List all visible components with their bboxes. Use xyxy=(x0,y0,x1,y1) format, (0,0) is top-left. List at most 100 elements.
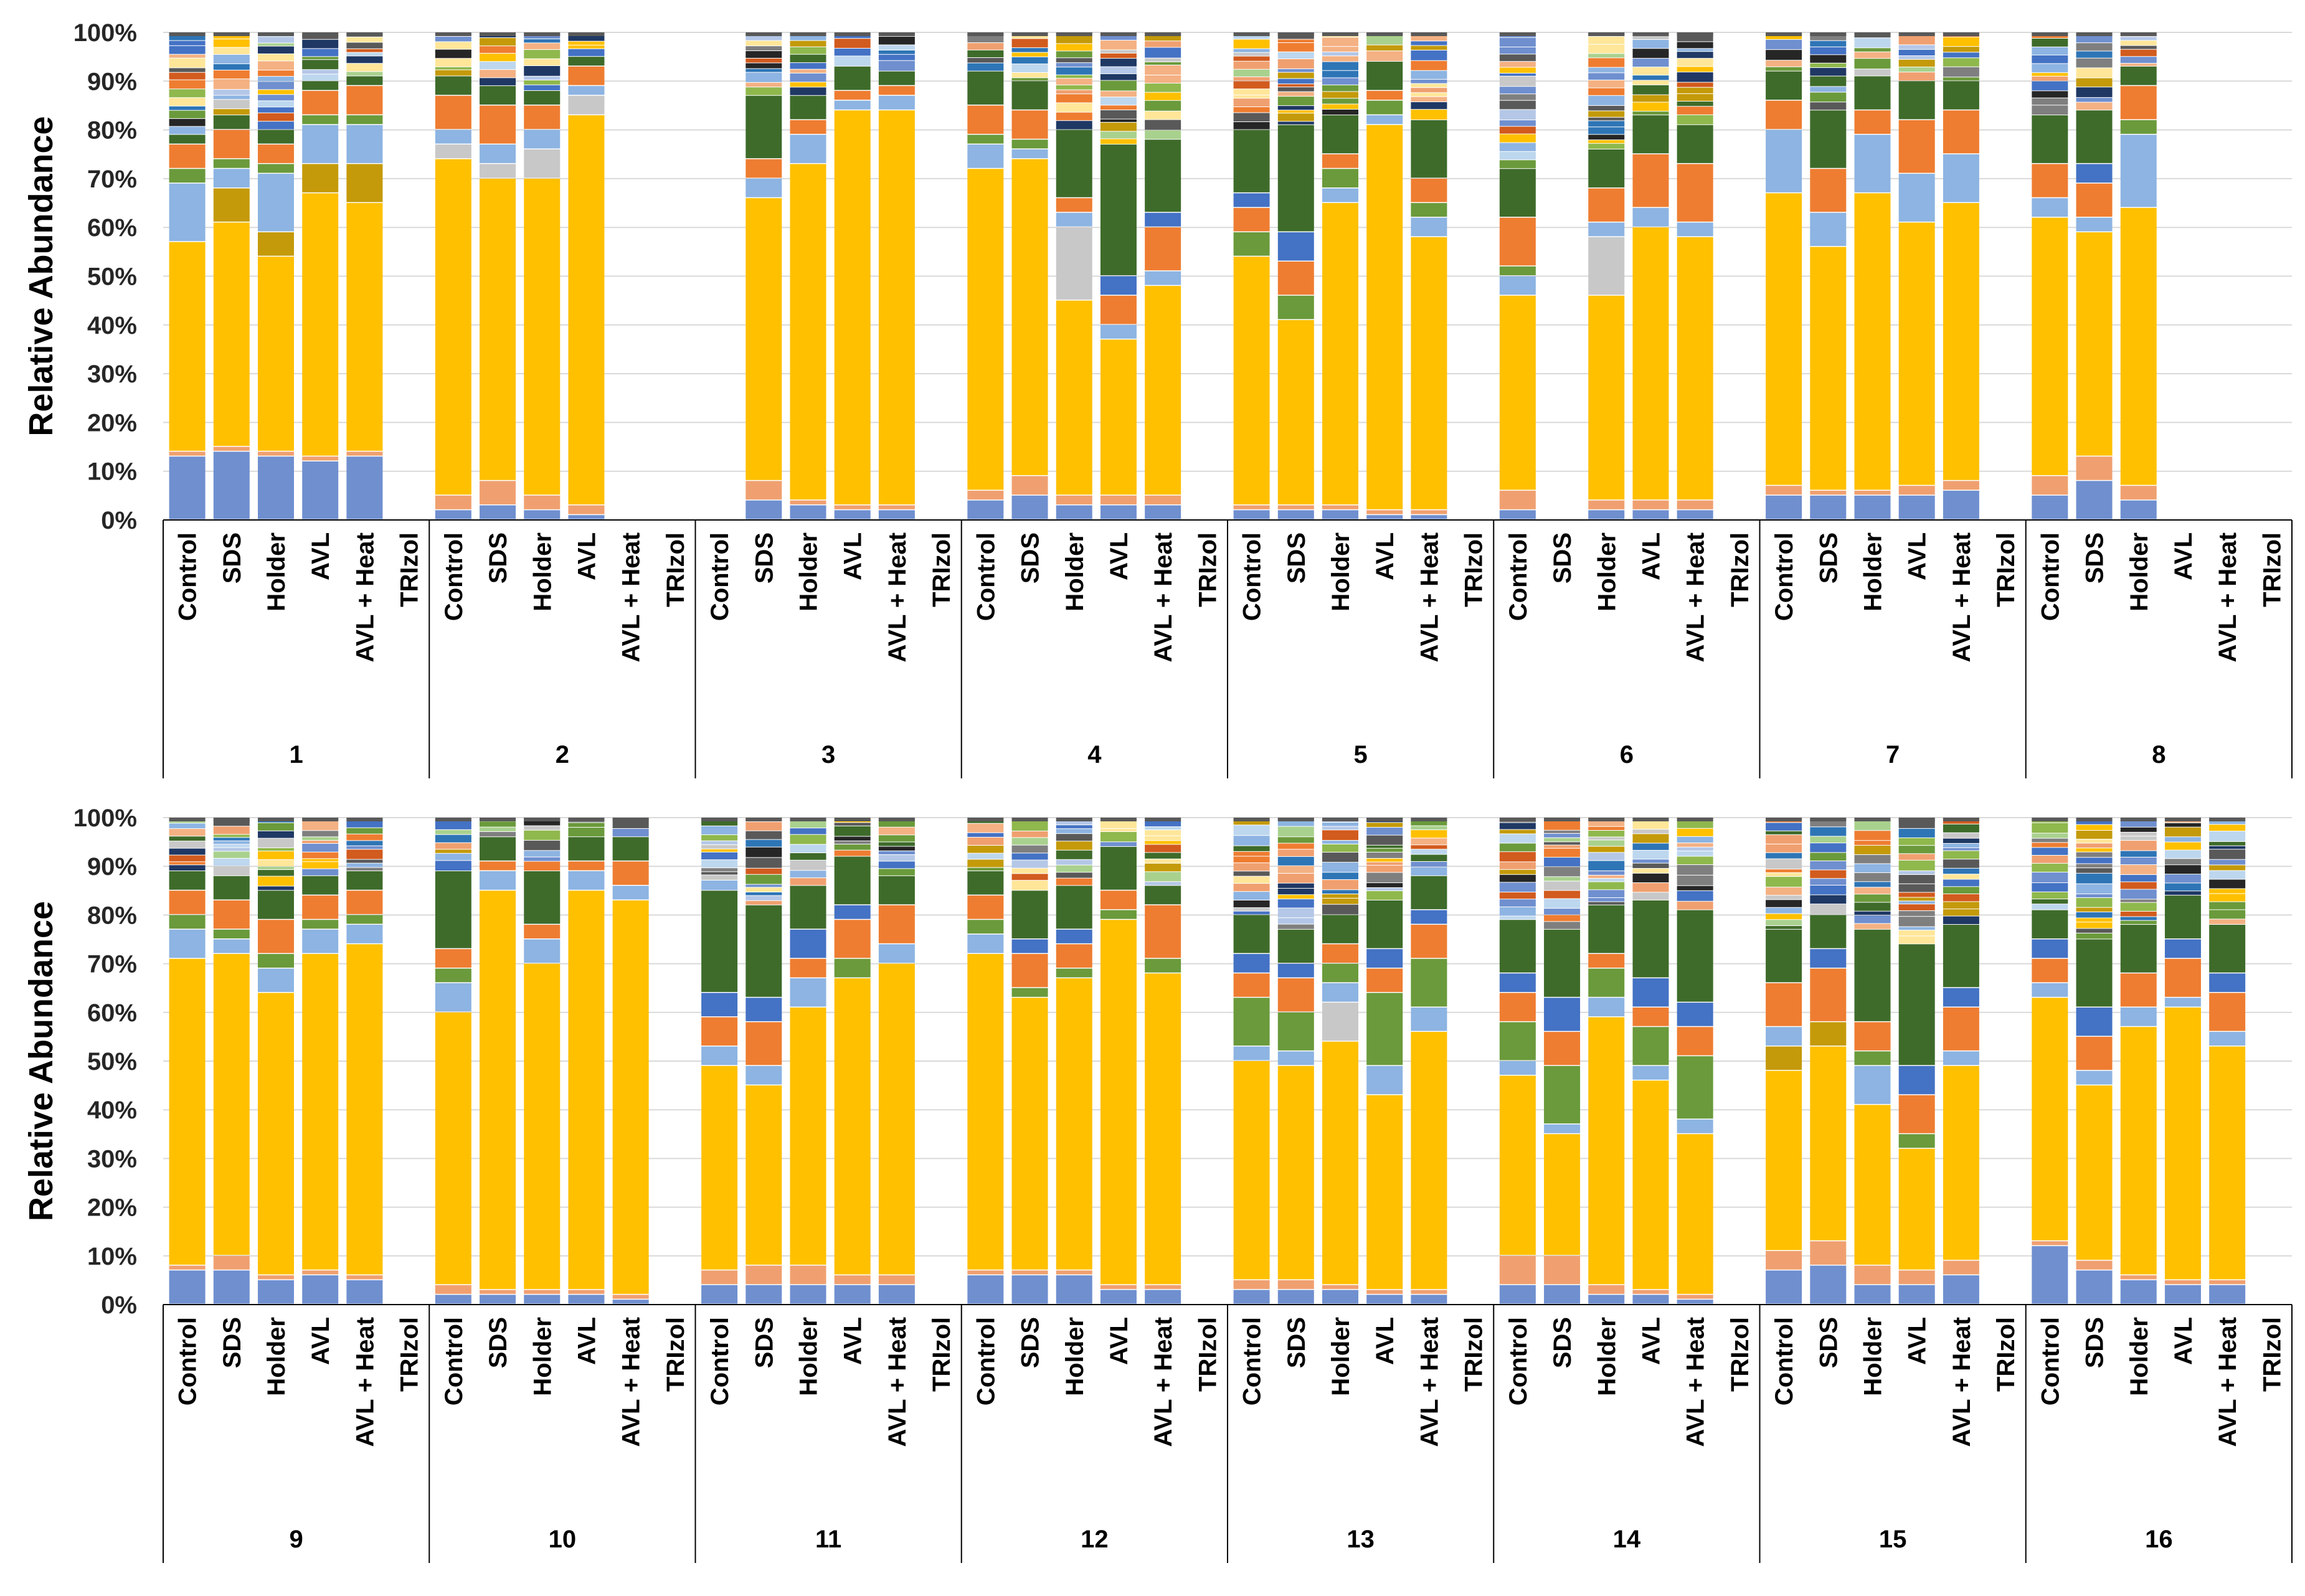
bar-segment-minor xyxy=(1766,914,1802,920)
bar-segment-lightblue xyxy=(2120,135,2157,207)
bar-segment-minor xyxy=(1943,887,1979,894)
bar-segment-minor xyxy=(1943,868,1979,874)
bar-segment-blue xyxy=(2209,1285,2246,1304)
bar-segment-lightblue xyxy=(213,939,250,953)
bar-segment-minor xyxy=(878,54,915,60)
bar-segment-minor xyxy=(1277,821,1314,826)
bar-segment-minor xyxy=(1588,143,1625,149)
bar-segment-minor xyxy=(2076,87,2113,98)
bar-segment-top xyxy=(1499,818,1536,821)
bar-segment-salmon xyxy=(346,1275,383,1280)
bar-segment-minor xyxy=(1366,848,1403,852)
bar-segment-lightblue xyxy=(2076,1070,2113,1085)
bar-segment-minor xyxy=(1011,845,1048,853)
bar-segment-minor xyxy=(1766,920,1802,926)
bar-segment-blue xyxy=(169,1270,206,1304)
bar-segment-minor xyxy=(1632,39,1669,49)
bar-segment-minor xyxy=(1632,859,1669,863)
category-label: TRIzol xyxy=(662,1317,689,1392)
bar-segment-minor xyxy=(1056,67,1092,75)
bar-segment-salmon xyxy=(1277,505,1314,509)
bar-segment-lightblue xyxy=(568,871,605,890)
bar-segment-darkgreen xyxy=(967,871,1004,895)
bar-segment-darkgreen xyxy=(1677,125,1713,163)
bar-segment-minor xyxy=(1898,59,1935,67)
bar-segment-minor xyxy=(1766,926,1802,929)
bar-segment-minor xyxy=(1854,59,1891,69)
bar-segment-minor xyxy=(524,830,561,840)
bar-segment-minor xyxy=(1011,78,1048,81)
bar-segment-yellow xyxy=(1011,998,1048,1270)
bar-segment-minor xyxy=(435,59,471,67)
bar-segment-salmon xyxy=(1854,1265,1891,1285)
bar-segment-darkgreen xyxy=(435,871,471,948)
bar-segment-orange xyxy=(435,95,471,130)
bar-segment-minor xyxy=(1056,872,1092,878)
bar-segment-minor xyxy=(1411,819,1447,826)
bar-segment-lightblue xyxy=(612,885,649,900)
bar-segment-top xyxy=(1854,32,1891,36)
bar-segment-minor xyxy=(1322,92,1358,98)
bar-segment-darkgreen xyxy=(213,115,250,130)
category-label: SDS xyxy=(2081,532,2109,583)
bar-segment-orange xyxy=(1366,90,1403,100)
bar-segment-minor xyxy=(1588,846,1625,852)
bar-segment-minor xyxy=(1544,867,1581,877)
bar-segment-minor xyxy=(1056,75,1092,78)
bar-segment-minor xyxy=(2209,879,2246,889)
bar-segment-minor xyxy=(1366,890,1403,900)
bar-segment-minor xyxy=(1898,874,1935,884)
bar-segment-minor xyxy=(1588,54,1625,58)
bar-segment-minor xyxy=(1277,68,1314,72)
bar-segment-minor xyxy=(1588,135,1625,140)
bar-segment-minor xyxy=(967,867,1004,871)
category-label: Holder xyxy=(1593,1317,1621,1396)
bar-segment-minor xyxy=(1854,69,1891,76)
bar-segment-minor xyxy=(2076,868,2113,873)
bar-segment-minor xyxy=(480,38,516,46)
bar-segment-darkgreen xyxy=(169,135,206,144)
bar-segment-minor xyxy=(302,862,339,869)
bar-segment-yellow xyxy=(302,193,339,456)
bar-segment-minor xyxy=(1145,130,1181,139)
bar-segment-minor xyxy=(790,871,826,878)
bar-segment-minor xyxy=(1145,47,1181,58)
bar-segment-lightblue xyxy=(1943,154,1979,202)
bar-segment-minor xyxy=(1233,846,1270,851)
bar-segment-minor xyxy=(258,831,294,838)
bar-segment-salmon xyxy=(1011,1270,1048,1275)
bar-segment-yellow xyxy=(1100,920,1137,1285)
bar-segment-minor xyxy=(745,857,782,868)
bar-segment-top xyxy=(1898,818,1935,821)
category-label: Control xyxy=(440,532,468,621)
bar-segment-minor xyxy=(346,37,383,42)
bar-segment-blue xyxy=(1810,495,1847,519)
bar-segment-minor xyxy=(2032,838,2068,843)
bar-segment-minor xyxy=(745,46,782,51)
bar-segment-yellow xyxy=(967,953,1004,1270)
bar-segment-minor xyxy=(1499,143,1536,151)
bar-segment-minor xyxy=(2032,833,2068,838)
bar-segment-blue xyxy=(1322,1290,1358,1304)
bar-segment-yellow xyxy=(2032,217,2068,476)
bar-segment-minor xyxy=(790,54,826,63)
bar-segment-top xyxy=(346,818,383,821)
bar-segment-minor xyxy=(878,854,915,861)
bar-segment-minor xyxy=(302,821,339,831)
category-label: SDS xyxy=(485,1317,512,1368)
bar-segment-minor xyxy=(2120,57,2157,64)
bar-segment-minor xyxy=(745,847,782,857)
bar-segment-top xyxy=(213,818,250,821)
bar-segment-top xyxy=(967,818,1004,821)
bar-segment-minor xyxy=(745,887,782,892)
bar-segment-minor xyxy=(213,54,250,64)
bar-segment-salmon xyxy=(1411,510,1447,514)
category-label: SDS xyxy=(1815,1317,1842,1368)
bar-segment-minor xyxy=(2209,889,2246,894)
bar-segment-minor xyxy=(1588,875,1625,879)
bar-segment-blue xyxy=(1632,510,1669,519)
bar-segment-orange xyxy=(480,861,516,871)
bar-segment-minor xyxy=(967,833,1004,837)
bar-segment-top xyxy=(2209,818,2246,821)
bar-segment-salmon xyxy=(1277,1280,1314,1290)
